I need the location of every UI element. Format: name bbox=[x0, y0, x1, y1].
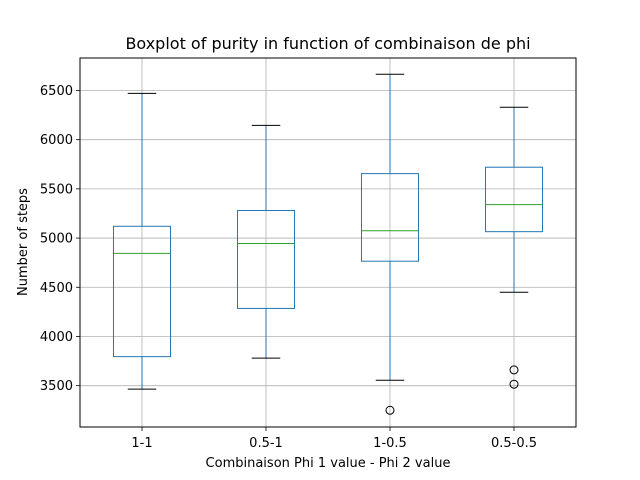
boxes bbox=[112, 73, 544, 415]
x-axis: 1-1 0.5-1 1-0.5 0.5-0.5 bbox=[131, 427, 537, 451]
box-group bbox=[236, 124, 296, 359]
y-tick-label: 5500 bbox=[40, 182, 73, 197]
box bbox=[484, 166, 544, 233]
plot-frame bbox=[79, 57, 577, 428]
y-axis-label: Number of steps bbox=[16, 188, 31, 296]
y-tick-label: 3500 bbox=[40, 379, 73, 394]
box bbox=[236, 210, 296, 309]
x-axis-label: Combinaison Phi 1 value - Phi 2 value bbox=[206, 456, 451, 471]
y-tick-label: 6000 bbox=[40, 133, 73, 148]
outlier-point bbox=[385, 405, 395, 415]
box-group bbox=[484, 106, 544, 389]
box bbox=[112, 225, 172, 358]
x-tick-label: 0.5-1 bbox=[249, 436, 283, 451]
y-tick-label: 4000 bbox=[40, 330, 73, 345]
box bbox=[360, 173, 420, 262]
chart-title: Boxplot of purity in function of combina… bbox=[125, 34, 530, 53]
grid-lines bbox=[80, 58, 576, 427]
box-group bbox=[112, 92, 172, 390]
x-tick-label: 0.5-0.5 bbox=[491, 436, 537, 451]
y-tick-label: 6500 bbox=[40, 84, 73, 99]
outlier-point bbox=[509, 379, 519, 389]
y-tick-label: 5000 bbox=[40, 232, 73, 247]
x-tick-label: 1-0.5 bbox=[373, 436, 407, 451]
x-tick-label: 1-1 bbox=[131, 436, 152, 451]
y-tick-label: 4500 bbox=[40, 281, 73, 296]
box-group bbox=[360, 73, 420, 415]
y-axis: 3500 4000 4500 5000 5500 6000 6500 bbox=[40, 84, 80, 394]
outlier-point bbox=[509, 365, 519, 375]
